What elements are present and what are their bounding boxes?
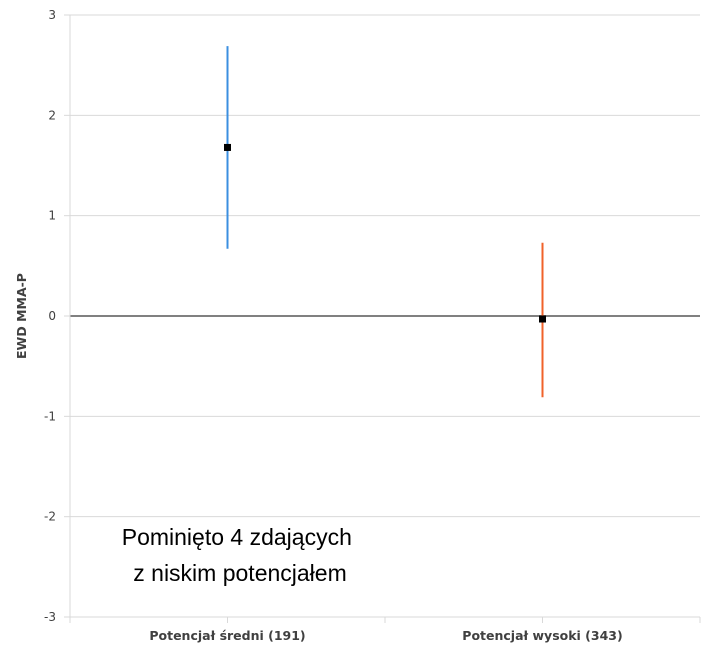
annotation-line-1: Pominięto 4 zdających <box>122 524 352 550</box>
y-tick-labels: 3 2 1 0 -1 -2 -3 <box>44 8 56 624</box>
y-axis-title: EWD MMA-P <box>14 273 29 359</box>
annotation-note: Pominięto 4 zdających z niskim potencjał… <box>122 524 359 586</box>
y-tick-label: 2 <box>48 108 56 122</box>
gridlines <box>64 14 701 623</box>
y-tick-label: -3 <box>44 610 56 624</box>
x-category-labels: Potencjał średni (191) Potencjał wysoki (… <box>149 628 622 643</box>
y-tick-label: -2 <box>44 510 56 524</box>
x-category-label: Potencjał wysoki (343) <box>462 628 622 643</box>
y-tick-label: -1 <box>44 409 56 423</box>
y-tick-label: 3 <box>48 8 56 22</box>
y-tick-label: 0 <box>48 309 56 323</box>
y-tick-label: 1 <box>48 209 56 223</box>
error-bars <box>226 46 544 398</box>
data-points <box>224 143 546 323</box>
x-category-label: Potencjał średni (191) <box>149 628 305 643</box>
data-point <box>539 315 546 323</box>
annotation-line-2: z niskim potencjałem <box>133 560 346 586</box>
data-point <box>224 143 231 151</box>
